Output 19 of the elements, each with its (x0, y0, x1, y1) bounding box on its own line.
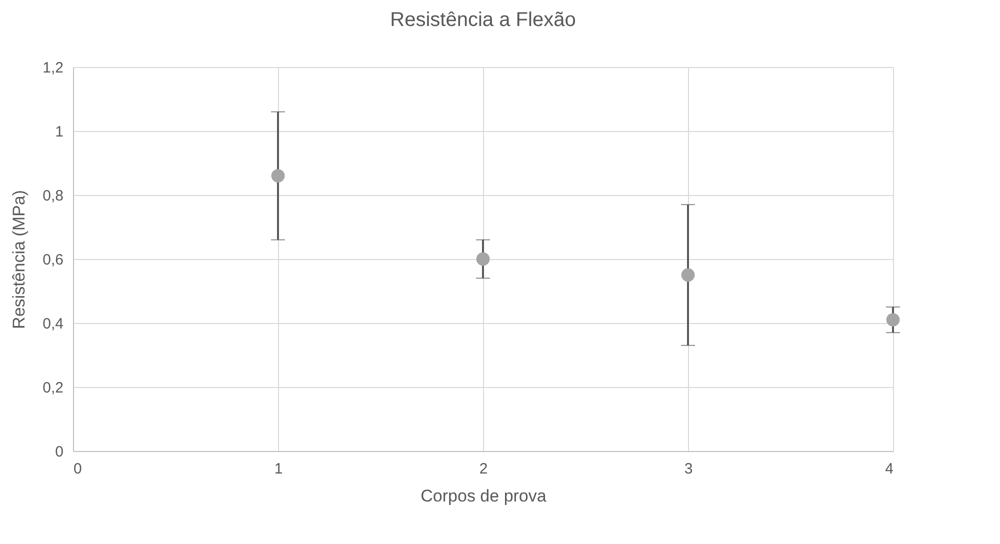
y-tick-label: 1,2 (42, 60, 64, 76)
y-tick-label: 0,8 (42, 188, 64, 204)
x-tick-label: 2 (479, 460, 488, 478)
point (271, 169, 285, 182)
x-tick-label: 3 (684, 460, 693, 478)
y-axis-title: Resistência (MPa) (10, 190, 29, 329)
y-tick-label: 1 (55, 124, 64, 140)
point (681, 268, 695, 282)
x-tick-label: 4 (885, 460, 894, 478)
y-tick-label: 0 (55, 444, 64, 460)
y-tick-label: 0,4 (42, 316, 64, 332)
x-axis-title: Corpos de prova (420, 486, 547, 506)
point (886, 313, 900, 326)
point (476, 252, 490, 266)
x-tick-label: 0 (74, 460, 82, 478)
x-tick-label: 1 (274, 460, 283, 478)
y-tick-label: 0,6 (42, 252, 64, 268)
y-tick-label: 0,2 (42, 380, 64, 396)
chart-title: Resistência a Flexão (390, 9, 576, 31)
